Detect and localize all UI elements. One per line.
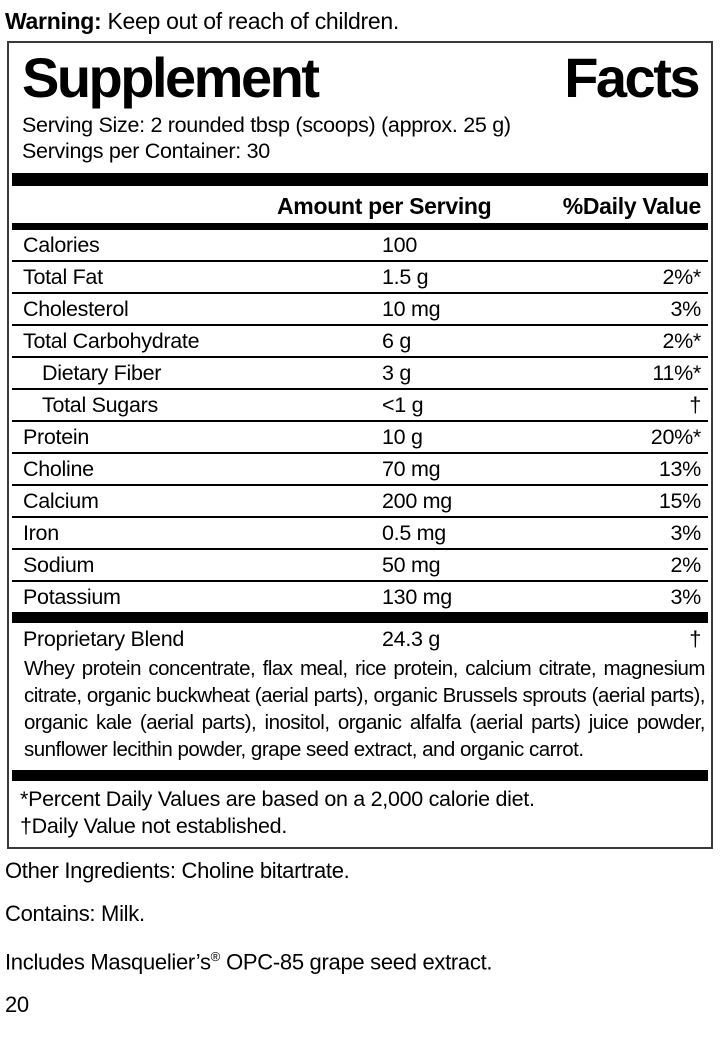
nutrient-row: Potassium 130 mg 3% — [12, 582, 708, 612]
nutrient-amount: 6 g — [382, 329, 411, 353]
nutrient-name: Protein — [23, 425, 90, 449]
footnotes: *Percent Daily Values are based on a 2,0… — [12, 781, 708, 847]
nutrient-amount: 50 mg — [382, 553, 441, 577]
page-number: 20 — [5, 992, 29, 1018]
other-ingredients-line: Other Ingredients: Choline bitartrate. — [5, 858, 350, 883]
divider-bar-top — [12, 173, 708, 186]
nutrient-name: Sodium — [23, 553, 95, 577]
nutrient-row: Sodium 50 mg 2% — [12, 550, 708, 582]
nutrient-name: Total Sugars — [42, 393, 158, 417]
nutrient-daily-value: 20%* — [650, 425, 702, 449]
nutrient-daily-value: 15% — [658, 489, 701, 513]
nutrient-amount: 70 mg — [382, 457, 441, 481]
nutrient-name: Total Carbohydrate — [23, 329, 200, 353]
nutrient-amount: 3 g — [382, 361, 411, 385]
warning-text: Keep out of reach of children. — [101, 8, 399, 34]
blend-ingredients-text: Whey protein concentrate, flax meal, ric… — [24, 657, 706, 761]
panel-title-right: Facts — [564, 46, 700, 109]
nutrient-row: Protein 10 g 20%* — [12, 422, 708, 454]
nutrient-row: Total Sugars <1 g † — [12, 390, 708, 422]
nutrient-daily-value: 2%* — [662, 329, 701, 353]
contains-line: Contains: Milk. — [5, 901, 145, 926]
nutrient-daily-value: 11%* — [652, 361, 701, 385]
divider-bar-blend — [12, 612, 708, 623]
supplement-facts-panel: Supplement Facts Serving Size: 2 rounded… — [7, 41, 713, 849]
nutrient-name: Cholesterol — [23, 297, 129, 321]
nutrient-daily-value: 3% — [670, 297, 702, 321]
nutrient-row: Cholesterol 10 mg 3% — [12, 294, 708, 326]
servings-per-container-line: Servings per Container: 30 — [22, 139, 270, 163]
footnote-dagger: †Daily Value not established. — [20, 814, 287, 838]
nutrient-daily-value: 3% — [670, 521, 702, 545]
warning-line: Warning: Keep out of reach of children. — [0, 0, 720, 35]
nutrient-name: Calcium — [23, 489, 99, 513]
divider-bar-header — [12, 223, 708, 230]
header-daily-value: %Daily Value — [562, 193, 702, 219]
nutrient-amount: 0.5 mg — [382, 521, 446, 545]
nutrient-row: Calories 100 — [12, 230, 708, 262]
nutrient-name: Iron — [23, 521, 59, 545]
nutrient-row: Calcium 200 mg 15% — [12, 486, 708, 518]
warning-label: Warning: — [5, 8, 102, 34]
includes-suffix: OPC-85 grape seed extract. — [220, 949, 493, 975]
header-amount-per-serving: Amount per Serving — [277, 193, 492, 219]
blend-amount: 24.3 g — [382, 627, 440, 651]
nutrient-amount: 1.5 g — [382, 265, 429, 289]
nutrient-daily-value: 2% — [670, 553, 702, 577]
nutrient-daily-value: 3% — [670, 585, 702, 609]
registered-trademark-symbol: ® — [210, 949, 221, 964]
nutrient-daily-value: 13% — [658, 457, 701, 481]
nutrient-name: Dietary Fiber — [42, 361, 162, 385]
nutrient-amount: <1 g — [382, 393, 424, 417]
nutrient-rows: Calories 100 Total Fat 1.5 g 2%* Cholest… — [12, 230, 708, 612]
nutrient-daily-value: 2%* — [662, 265, 701, 289]
nutrient-amount: 200 mg — [382, 489, 452, 513]
includes-prefix: Includes Masquelier’s — [5, 949, 211, 975]
nutrient-row: Total Carbohydrate 6 g 2%* — [12, 326, 708, 358]
nutrient-amount: 10 g — [382, 425, 423, 449]
nutrient-row: Iron 0.5 mg 3% — [12, 518, 708, 550]
blend-label: Proprietary Blend — [23, 627, 185, 651]
table-header-row: Amount per Serving %Daily Value — [12, 186, 708, 223]
serving-size-line: Serving Size: 2 rounded tbsp (scoops) (a… — [22, 113, 511, 137]
nutrient-row: Dietary Fiber 3 g 11%* — [12, 358, 708, 390]
nutrient-name: Choline — [23, 457, 94, 481]
includes-line: Includes Masquelier’s® OPC-85 grape seed… — [5, 944, 720, 975]
panel-title: Supplement Facts — [12, 43, 708, 109]
serving-info: Serving Size: 2 rounded tbsp (scoops) (a… — [12, 109, 708, 173]
footnote-daily-values: *Percent Daily Values are based on a 2,0… — [20, 787, 535, 811]
nutrient-name: Potassium — [23, 585, 121, 609]
nutrient-daily-value: † — [689, 393, 701, 417]
divider-bar-footnotes — [12, 770, 708, 781]
blend-daily-value: † — [689, 627, 701, 651]
proprietary-blend-row: Proprietary Blend 24.3 g † — [12, 623, 708, 655]
below-panel-text: Other Ingredients: Choline bitartrate. C… — [0, 849, 720, 1018]
nutrient-amount: 10 mg — [382, 297, 441, 321]
nutrient-name: Calories — [23, 233, 100, 257]
nutrient-row: Total Fat 1.5 g 2%* — [12, 262, 708, 294]
nutrient-amount: 130 mg — [382, 585, 452, 609]
nutrient-amount: 100 — [382, 233, 417, 257]
nutrient-row: Choline 70 mg 13% — [12, 454, 708, 486]
panel-title-left: Supplement — [22, 46, 320, 109]
nutrient-name: Total Fat — [23, 265, 103, 289]
